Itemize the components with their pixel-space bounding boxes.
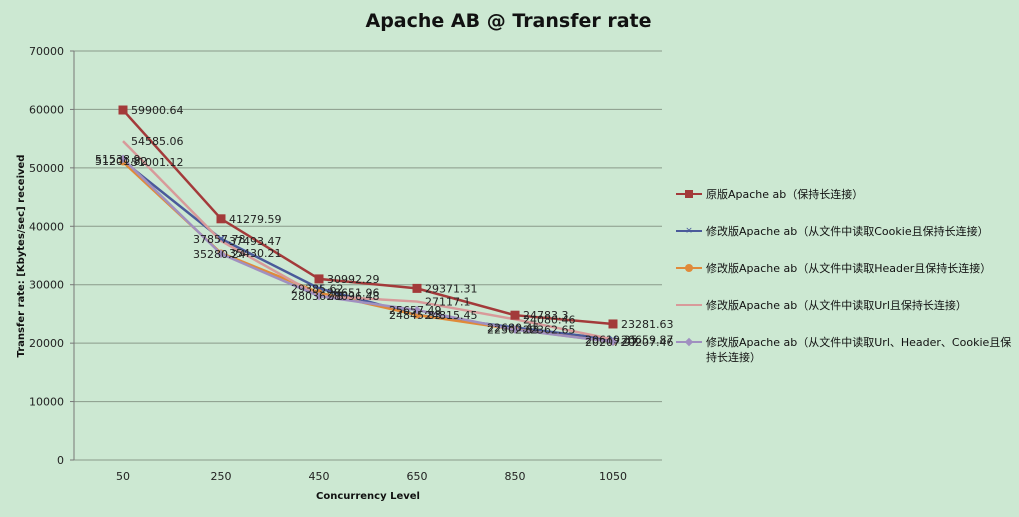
data-label: 37493.47 xyxy=(229,235,282,248)
y-tick-label: 60000 xyxy=(29,103,64,116)
legend-item-original: 原版Apache ab（保持长连接） xyxy=(676,187,1012,202)
data-labels: 59900.6441279.5930992.2929371.3124783.32… xyxy=(95,104,674,349)
x-tick-label: 450 xyxy=(309,470,330,483)
data-label: 24080.46 xyxy=(523,313,576,326)
chart-title-text: Apache AB @ Transfer rate xyxy=(365,10,652,32)
y-tick-label: 40000 xyxy=(29,220,64,233)
y-tick-label: 70000 xyxy=(29,45,64,58)
diamond-marker-icon xyxy=(118,154,128,164)
data-label: 35280.24 xyxy=(193,248,246,261)
y-tick-label: 30000 xyxy=(29,279,64,292)
legend-label: 修改版Apache ab（从文件中读取Header且保持长连接） xyxy=(706,262,992,275)
data-label: 37857.78 xyxy=(193,233,246,246)
legend-label: 修改版Apache ab（从文件中读取Cookie且保持长连接） xyxy=(706,225,989,238)
square-marker-icon xyxy=(216,214,226,224)
data-label: 59900.64 xyxy=(131,104,184,117)
data-label: 22302.05 xyxy=(487,324,540,337)
data-label: 35430.21 xyxy=(229,247,282,260)
data-label: 28036.78 xyxy=(291,290,344,303)
data-label: 41279.59 xyxy=(229,213,282,226)
legend-item-header: 修改版Apache ab（从文件中读取Header且保持长连接） xyxy=(676,261,1012,276)
legend-swatch-x-icon: × xyxy=(676,224,702,236)
square-marker-icon xyxy=(118,105,128,115)
series-line xyxy=(122,140,614,341)
series-line xyxy=(122,157,614,344)
data-label: 24783.3 xyxy=(523,309,569,322)
y-tick-label: 0 xyxy=(57,454,64,467)
square-marker-icon xyxy=(510,310,520,320)
legend-swatch-diamond-icon xyxy=(676,335,702,347)
data-label: 20619.35 xyxy=(585,334,638,347)
x-tick-label: 850 xyxy=(505,470,526,483)
data-label: 27117.1 xyxy=(425,296,471,309)
y-tick-label: 10000 xyxy=(29,396,64,409)
legend-item-cookie: × 修改版Apache ab（从文件中读取Cookie且保持长连接） xyxy=(676,224,1012,239)
y-tick-label: 50000 xyxy=(29,162,64,175)
square-marker-icon xyxy=(314,274,324,284)
diamond-marker-icon xyxy=(608,337,618,347)
square-marker-icon xyxy=(412,283,422,293)
data-label: 24815.45 xyxy=(425,309,478,322)
data-label: 28651.96 xyxy=(327,287,380,300)
x-tick-label: 650 xyxy=(407,470,428,483)
series-lines xyxy=(118,105,618,347)
data-label: 30992.29 xyxy=(327,273,380,286)
x-tick-label: 50 xyxy=(116,470,130,483)
data-label: 51001.12 xyxy=(131,156,184,169)
data-label: 20659.87 xyxy=(621,333,674,346)
chart-title: Apache AB @ Transfer rate xyxy=(0,10,1019,32)
diamond-marker-icon xyxy=(510,325,520,334)
legend-swatch-square-icon xyxy=(676,187,702,199)
data-label: 24845.83 xyxy=(389,309,442,322)
data-label: 25657.49 xyxy=(389,304,442,317)
circle-marker-icon xyxy=(413,311,421,319)
data-label: 20207.46 xyxy=(621,336,674,349)
legend-item-all: 修改版Apache ab（从文件中读取Url、Header、Cookie且保持长… xyxy=(676,335,1012,365)
legend-swatch-circle-icon xyxy=(676,261,702,273)
data-label: 29385.62 xyxy=(291,282,344,295)
data-label: 23281.63 xyxy=(621,318,674,331)
series-line xyxy=(122,109,614,326)
diamond-marker-icon xyxy=(314,291,324,301)
x-tick-label: 1050 xyxy=(599,470,627,483)
legend-label: 原版Apache ab（保持长连接） xyxy=(706,188,864,201)
x-marker-icon xyxy=(217,235,225,243)
diamond-marker-icon xyxy=(412,305,422,315)
data-label: 22680.45 xyxy=(487,321,540,334)
data-label: 54585.06 xyxy=(131,135,184,148)
legend-label: 修改版Apache ab（从文件中读取Url、Header、Cookie且保持长… xyxy=(706,336,1012,364)
square-marker-icon xyxy=(608,319,618,329)
y-tick-label: 20000 xyxy=(29,337,64,350)
legend-item-url: 修改版Apache ab（从文件中读取Url且保持长连接） xyxy=(676,298,1012,313)
legend-label: 修改版Apache ab（从文件中读取Url且保持长连接） xyxy=(706,299,967,312)
x-tick-label: 250 xyxy=(211,470,232,483)
x-axis-label: Concurrency Level xyxy=(316,491,420,502)
diamond-marker-icon xyxy=(216,249,226,259)
axes: 0 10000 20000 30000 40000 50000 60000 70000 50 25… xyxy=(29,45,627,483)
legend-swatch-line-icon xyxy=(676,298,702,310)
data-label: 28096.48 xyxy=(327,290,380,303)
data-label: 22362.65 xyxy=(523,323,576,336)
data-label: 29371.31 xyxy=(425,282,478,295)
data-label: 20207.97 xyxy=(585,336,638,349)
data-label: 51538.9 xyxy=(95,153,141,166)
y-axis-label: Transfer rate: [Kbytes/sec] received xyxy=(16,155,27,358)
data-label: 51201.82 xyxy=(95,155,148,168)
